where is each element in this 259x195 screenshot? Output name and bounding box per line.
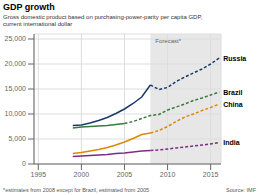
- html-text:GDP growth: GDP growth: [3, 2, 55, 12]
- svg-text:2010: 2010: [160, 171, 176, 178]
- svg-text:Russia: Russia: [223, 55, 246, 62]
- html-text:Gross domestic product based o: Gross domestic product based on purchasi…: [3, 14, 203, 27]
- html-text:Source: IMF: Source: IMF: [226, 187, 256, 193]
- html-text:*estimates from 2008 except fo: *estimates from 2008 except for Brazil, …: [3, 187, 150, 193]
- svg-text:15,000: 15,000: [8, 85, 26, 92]
- svg-text:2000: 2000: [74, 171, 90, 178]
- svg-text:25,000: 25,000: [8, 35, 26, 42]
- svg-text:10,000: 10,000: [8, 110, 26, 117]
- svg-text:2005: 2005: [117, 171, 133, 178]
- svg-text:2015: 2015: [203, 171, 219, 178]
- svg-text:20,000: 20,000: [8, 60, 26, 67]
- svg-text:China: China: [223, 101, 243, 108]
- svg-text:Forecast*: Forecast*: [155, 38, 181, 44]
- svg-text:0: 0: [22, 160, 26, 167]
- svg-text:5,000: 5,000: [8, 135, 26, 142]
- svg-text:1995: 1995: [31, 171, 47, 178]
- svg-text:India: India: [223, 139, 239, 146]
- svg-text:Brazil: Brazil: [223, 89, 242, 96]
